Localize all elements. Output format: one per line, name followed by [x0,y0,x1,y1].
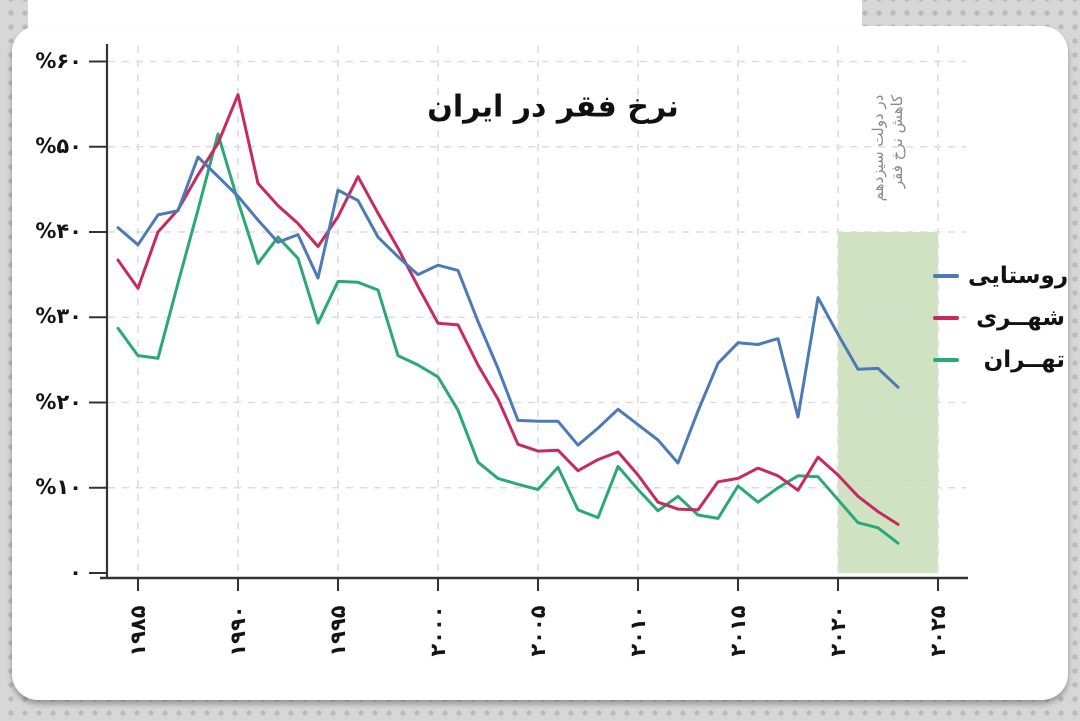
legend-item-urban: شهــری [933,304,1065,332]
x-axis-label-2020: ۲۰۲۰ [826,605,850,657]
tehran-line-swatch-icon [933,358,959,362]
x-axis-label-2025: ۲۰۲۵ [926,605,950,657]
y-axis-label-30: %۳۰ [35,304,82,329]
x-axis-label-1985: ۱۹۸۵ [126,605,150,657]
legend-label-tehran: تهــران [983,347,1065,373]
rural-series-line [116,155,900,465]
y-axis-label-40: %۴۰ [35,219,82,243]
legend-label-rural: روستایی [968,263,1069,289]
x-axis-label-2015: ۲۰۱۵ [726,605,750,657]
x-axis-label-2010: ۲۰۱۰ [626,605,650,657]
y-axis-label-0: ۰ [69,560,82,584]
y-axis-label-50: %۵۰ [35,133,82,158]
highlight-region-annotation: در دولت سیزدهم کاهش نرخ فقر [869,95,907,202]
annotation-line-2: در دولت سیزدهم [869,94,887,202]
urban-line-swatch-icon [933,316,959,320]
chart-title: نرخ فقر در ایران [427,89,679,125]
y-axis-label-20: %۲۰ [35,389,82,414]
urban-series-line [116,93,900,526]
rural-line-swatch-icon [933,274,959,278]
tehran-series-line [116,132,900,545]
x-axis-label-1990: ۱۹۹۰ [226,605,250,657]
y-axis-label-60: %۶۰ [35,48,82,73]
legend-label-urban: شهــری [976,305,1065,331]
x-axis-label-2000: ۲۰۰۰ [426,605,450,657]
y-axis-label-10: %۱۰ [35,474,82,499]
x-axis-label-1995: ۱۹۹۵ [326,605,350,657]
chart-legend: روستایی شهــری تهــران [933,262,1069,388]
legend-item-rural: روستایی [933,262,1069,290]
annotation-line-1: کاهش نرخ فقر [888,94,906,189]
legend-item-tehran: تهــران [933,346,1065,374]
x-axis-label-2005: ۲۰۰۵ [526,605,550,657]
